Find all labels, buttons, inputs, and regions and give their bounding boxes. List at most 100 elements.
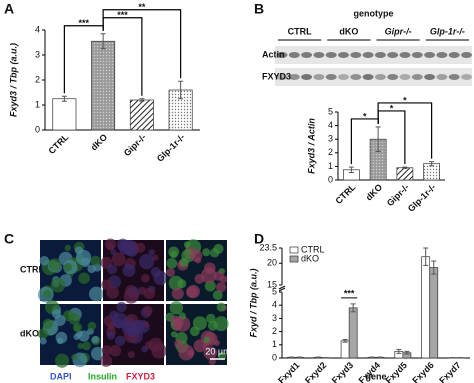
x-tick-label: Fxyd7 xyxy=(437,360,462,383)
cell xyxy=(189,326,200,337)
y-tick-label: 4 xyxy=(272,300,277,310)
cell xyxy=(68,312,81,325)
blot-row-label: Actin xyxy=(262,49,285,59)
row-label: dKO xyxy=(20,328,39,338)
error-bar xyxy=(178,80,184,100)
cell xyxy=(212,290,223,301)
y-tick-label: 3 xyxy=(272,313,277,323)
significance-label: * xyxy=(363,111,367,121)
cell xyxy=(122,263,136,277)
blot-band xyxy=(350,74,362,80)
cell xyxy=(138,253,155,270)
cell xyxy=(200,267,217,284)
cell xyxy=(179,257,189,268)
scale-bar-label: 20 µm xyxy=(205,346,230,356)
y-tick-label: 2 xyxy=(35,74,40,84)
legend-swatch xyxy=(289,255,299,263)
cell xyxy=(206,313,216,324)
blot-band xyxy=(362,74,374,80)
y-tick-label: 1 xyxy=(328,161,333,171)
cell xyxy=(132,319,145,333)
legend-swatch xyxy=(289,246,299,254)
y-tick-label: 5 xyxy=(328,106,333,116)
error-bar xyxy=(377,356,383,359)
blot-band xyxy=(448,74,460,80)
error-bar xyxy=(348,166,354,174)
cell xyxy=(213,270,224,281)
cell xyxy=(73,322,83,332)
error-bar xyxy=(404,350,410,355)
cell xyxy=(109,344,122,357)
blot-band xyxy=(276,74,288,80)
cell xyxy=(216,302,226,312)
significance-label: * xyxy=(403,95,407,105)
y-tick-label: 3 xyxy=(328,134,333,144)
cell xyxy=(100,354,113,367)
cell xyxy=(215,282,227,293)
cell xyxy=(170,331,178,338)
cell xyxy=(116,238,129,251)
significance-label: *** xyxy=(117,10,128,20)
significance-label: *** xyxy=(78,18,89,28)
cell xyxy=(174,339,184,349)
blot-band xyxy=(325,74,337,80)
significance-label: *** xyxy=(344,288,355,298)
cell xyxy=(148,337,164,353)
blot-band xyxy=(276,52,288,58)
cell xyxy=(207,320,218,331)
y-tick-label: 1 xyxy=(35,99,40,109)
blot-band xyxy=(461,74,472,80)
blot-band xyxy=(374,52,386,58)
cell xyxy=(172,316,184,328)
cell xyxy=(90,255,101,267)
panel-label: D xyxy=(254,231,264,247)
blot-band xyxy=(461,52,472,58)
cell xyxy=(88,286,104,302)
blot-group-label: CTRL xyxy=(288,26,312,36)
y-tick-label: 3 xyxy=(35,49,40,59)
blot-band xyxy=(436,52,448,58)
axis-break xyxy=(278,287,286,292)
significance-bracket xyxy=(377,102,433,159)
axis-break xyxy=(278,285,286,290)
error-bar xyxy=(375,126,381,152)
blot-band xyxy=(399,52,411,58)
cell xyxy=(203,336,210,343)
cell xyxy=(116,301,127,313)
cell xyxy=(204,280,216,292)
cell xyxy=(106,331,116,340)
cell xyxy=(111,252,126,267)
cell xyxy=(106,242,115,251)
cell xyxy=(91,336,99,344)
cell xyxy=(55,353,70,368)
x-tick-label: CTRL xyxy=(333,182,357,206)
blot-band xyxy=(411,74,423,80)
cell xyxy=(213,316,229,332)
channel-label: DAPI xyxy=(50,371,72,381)
cell xyxy=(43,289,52,299)
blot-group-label: dKO xyxy=(339,26,358,36)
cell xyxy=(123,288,139,304)
cell xyxy=(82,341,91,351)
cell xyxy=(106,286,119,299)
cell xyxy=(143,287,156,300)
blot-band xyxy=(288,74,300,80)
y-tick-label: 1 xyxy=(272,339,277,349)
cell xyxy=(48,258,62,272)
cell xyxy=(101,345,113,356)
blot-heading: genotype xyxy=(353,8,393,18)
bar xyxy=(91,40,116,131)
y-tick-label: 4 xyxy=(35,24,40,34)
x-tick-label: dKO xyxy=(364,182,385,203)
error-bar xyxy=(100,33,106,50)
panel-label: C xyxy=(4,231,14,247)
cell xyxy=(142,305,153,316)
y-axis-label: Fxyd / Tbp (a.u.) xyxy=(248,268,258,337)
significance-label: * xyxy=(390,103,394,113)
blot-band xyxy=(301,74,313,80)
bar xyxy=(340,340,350,359)
channel-label: FXYD3 xyxy=(126,371,155,381)
error-bar xyxy=(402,166,408,169)
x-tick-label: Fxyd6 xyxy=(410,360,435,383)
blot-band xyxy=(448,52,460,58)
